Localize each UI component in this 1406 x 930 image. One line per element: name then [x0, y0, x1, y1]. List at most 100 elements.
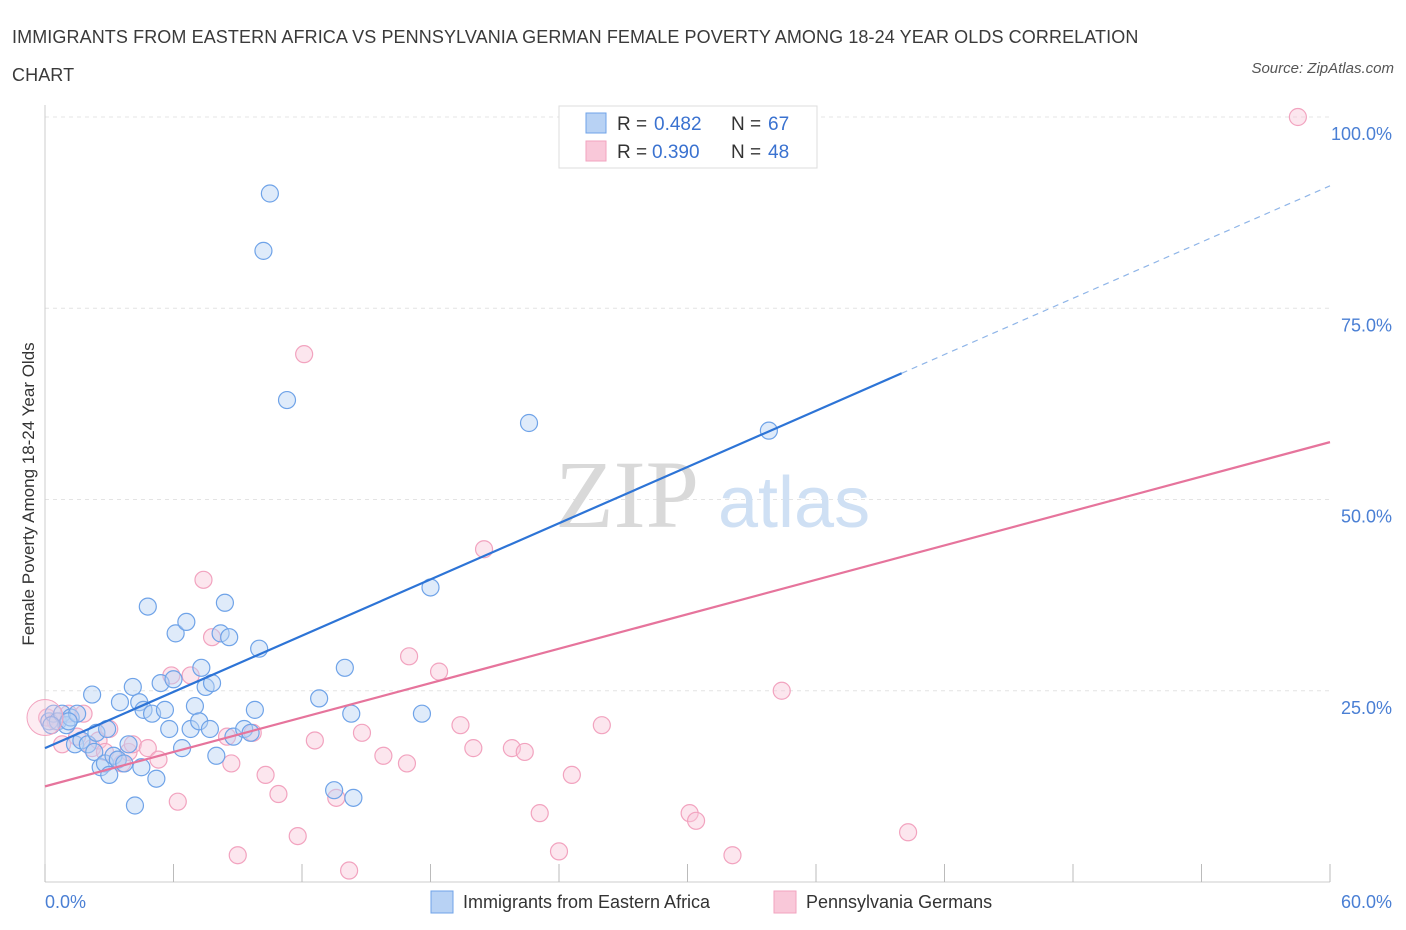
point-eastern-africa: [342, 704, 361, 723]
point-pennsylvania-german: [256, 765, 275, 785]
point-eastern-africa: [260, 184, 279, 203]
point-eastern-africa: [166, 624, 185, 643]
y-tick-labels: 25.0% 50.0% 75.0% 100.0%: [1331, 124, 1392, 718]
point-eastern-africa: [147, 769, 166, 788]
stats-r-value-2: 0.390: [652, 142, 700, 163]
point-pennsylvania-german: [723, 846, 742, 865]
point-pennsylvania-german: [305, 731, 324, 750]
y-tick-label: 75.0%: [1341, 315, 1392, 335]
point-eastern-africa: [220, 628, 239, 647]
point-pennsylvania-german: [562, 765, 581, 785]
point-pennsylvania-german: [549, 842, 569, 861]
point-eastern-africa: [132, 758, 151, 777]
x-tick-label: 60.0%: [1341, 892, 1392, 912]
point-eastern-africa: [160, 719, 179, 739]
watermark: ZIP atlas: [555, 441, 870, 548]
point-pennsylvania-german: [1288, 107, 1307, 127]
x-tick-labels: 0.0% 60.0%: [45, 892, 1392, 912]
legend-swatch-blue: [430, 890, 454, 914]
x-tick-label: 0.0%: [45, 892, 86, 912]
point-eastern-africa: [85, 742, 104, 762]
stats-r-label-2: R =: [617, 142, 647, 163]
point-eastern-africa: [519, 413, 539, 433]
point-eastern-africa: [245, 700, 264, 719]
stats-swatch-pink: [585, 140, 607, 162]
trend-line-pennsylvania-german: [44, 441, 1331, 788]
stats-swatch-blue: [585, 112, 607, 134]
point-pennsylvania-german: [451, 716, 470, 735]
point-eastern-africa: [207, 746, 226, 765]
trend-line-eastern-africa-extension: [901, 185, 1331, 374]
point-eastern-africa: [110, 693, 130, 712]
point-pennsylvania-german: [686, 811, 706, 830]
point-eastern-africa: [42, 716, 61, 735]
point-pennsylvania-german: [123, 735, 142, 754]
watermark-atlas: atlas: [718, 463, 870, 543]
point-eastern-africa: [412, 704, 432, 723]
trend-line-eastern-africa: [44, 372, 903, 750]
stats-n-value-2: 48: [768, 142, 789, 163]
point-eastern-africa: [164, 670, 183, 689]
point-eastern-africa: [83, 685, 102, 704]
point-pennsylvania-german-large: [26, 699, 64, 737]
point-eastern-africa: [254, 241, 273, 260]
stats-n-label-1: N =: [731, 114, 761, 135]
point-pennsylvania-german: [352, 723, 372, 742]
point-pennsylvania-german: [374, 746, 393, 765]
stats-n-label-2: N =: [731, 142, 761, 163]
point-pennsylvania-german: [399, 647, 419, 666]
y-tick-label: 50.0%: [1341, 507, 1392, 527]
point-pennsylvania-german: [194, 570, 213, 589]
point-eastern-africa: [177, 612, 196, 632]
stats-r-value-1: 0.482: [654, 114, 702, 135]
legend-swatch-pink: [773, 890, 797, 914]
point-eastern-africa: [325, 781, 344, 800]
axes: [44, 105, 1331, 883]
point-eastern-africa: [138, 597, 157, 616]
point-pennsylvania-german: [288, 826, 307, 846]
legend-label-2: Pennsylvania Germans: [806, 892, 992, 912]
point-pennsylvania-german: [228, 846, 247, 865]
point-eastern-africa: [59, 712, 78, 731]
stats-box: R = 0.482 N = 67 R = 0.390 N = 48: [558, 105, 818, 169]
point-eastern-africa: [125, 796, 145, 815]
grid-lines: [45, 116, 1330, 692]
point-eastern-africa: [277, 390, 297, 410]
data-points: [26, 107, 1307, 880]
point-pennsylvania-german: [772, 681, 791, 700]
trend-lines: [44, 185, 1331, 788]
point-pennsylvania-german: [592, 716, 611, 735]
point-eastern-africa: [335, 658, 354, 677]
point-eastern-africa: [344, 788, 363, 807]
point-eastern-africa: [310, 689, 329, 708]
point-pennsylvania-german: [138, 739, 157, 758]
point-eastern-africa: [155, 700, 175, 719]
point-pennsylvania-german: [898, 823, 918, 842]
point-eastern-africa: [211, 624, 230, 643]
legend-label-1: Immigrants from Eastern Africa: [463, 892, 711, 912]
chart-title: IMMIGRANTS FROM EASTERN AFRICA VS PENNSY…: [12, 27, 1139, 85]
point-pennsylvania-german: [340, 861, 359, 880]
y-tick-label: 25.0%: [1341, 698, 1392, 718]
point-eastern-africa: [200, 719, 220, 739]
y-axis-label: Female Poverty Among 18-24 Year Olds: [19, 342, 38, 645]
point-pennsylvania-german: [222, 754, 241, 773]
point-pennsylvania-german: [295, 345, 314, 364]
point-eastern-africa: [119, 735, 138, 754]
point-pennsylvania-german: [530, 804, 549, 823]
point-eastern-africa: [123, 677, 142, 697]
point-pennsylvania-german: [168, 792, 187, 811]
point-eastern-africa: [192, 658, 211, 677]
stats-r-label-1: R =: [617, 114, 647, 135]
point-eastern-africa: [215, 593, 234, 612]
point-pennsylvania-german: [464, 739, 483, 758]
legend: Immigrants from Eastern Africa Pennsylva…: [430, 890, 992, 914]
point-pennsylvania-german: [269, 784, 288, 804]
stats-n-value-1: 67: [768, 114, 789, 135]
point-pennsylvania-german: [429, 662, 449, 681]
point-eastern-africa: [185, 696, 205, 716]
point-pennsylvania-german: [515, 742, 534, 762]
chart-source: Source: ZipAtlas.com: [1251, 60, 1394, 77]
y-tick-label: 100.0%: [1331, 124, 1392, 144]
